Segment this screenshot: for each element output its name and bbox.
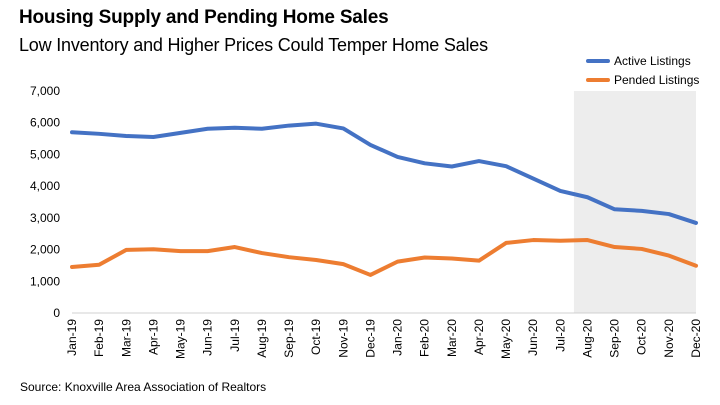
x-tick-label: Apr-20: [472, 319, 486, 355]
y-tick-label: 0: [53, 306, 60, 320]
x-tick-label: Feb-19: [92, 319, 106, 357]
x-tick-label: Sep-19: [282, 319, 296, 358]
x-tick-label: Feb-20: [418, 319, 432, 357]
x-tick-label: Sep-20: [608, 319, 622, 358]
x-tick-label: Jan-20: [391, 319, 405, 356]
x-tick-label: Dec-20: [689, 319, 703, 358]
x-tick-label: Aug-20: [580, 319, 594, 358]
series-line-pended-listings: [70, 238, 698, 277]
source-note: Source: Knoxville Area Association of Re…: [20, 380, 267, 394]
x-tick-label: Dec-19: [363, 319, 377, 358]
x-tick-label: Nov-19: [336, 319, 350, 358]
y-tick-label: 7,000: [30, 84, 60, 98]
x-tick-label: May-20: [499, 319, 513, 359]
chart-subtitle: Low Inventory and Higher Prices Could Te…: [19, 35, 488, 55]
x-tick-label: Jul-20: [553, 319, 567, 352]
x-tick-label: Apr-19: [146, 319, 160, 355]
y-tick-label: 4,000: [30, 179, 60, 193]
x-tick-label: Nov-20: [662, 319, 676, 358]
x-tick-label: Jun-19: [201, 319, 215, 356]
y-tick-label: 3,000: [30, 211, 60, 225]
y-tick-label: 2,000: [30, 243, 60, 257]
y-tick-label: 6,000: [30, 116, 60, 130]
x-tick-label: Oct-20: [635, 319, 649, 355]
x-tick-label: Jan-19: [65, 319, 79, 356]
x-tick-label: Oct-19: [309, 319, 323, 355]
legend: Active Listings Pended Listings: [586, 54, 699, 87]
legend-label: Pended Listings: [614, 73, 699, 87]
x-tick-label: Aug-19: [255, 319, 269, 358]
x-tick-label: Mar-19: [119, 319, 133, 357]
x-tick-label: Jul-19: [228, 319, 242, 352]
y-tick-label: 1,000: [30, 274, 60, 288]
x-axis-labels: Jan-19 Feb-19 Mar-19 Apr-19 May-19 Jun-19 Jul-…: [65, 319, 703, 359]
y-tick-label: 5,000: [30, 147, 60, 161]
x-tick-label: Mar-20: [445, 319, 459, 357]
y-axis-labels: 0 1,000 2,000 3,000 4,000 5,000 6,000 7,000: [30, 84, 60, 320]
shaded-region: [573, 91, 696, 313]
x-tick-label: May-19: [174, 319, 188, 359]
x-tick-label: Jun-20: [526, 319, 540, 356]
chart-title: Housing Supply and Pending Home Sales: [19, 7, 389, 28]
legend-label: Active Listings: [614, 54, 691, 68]
series-lines: [70, 121, 698, 277]
series-line-active-listings: [70, 121, 698, 225]
